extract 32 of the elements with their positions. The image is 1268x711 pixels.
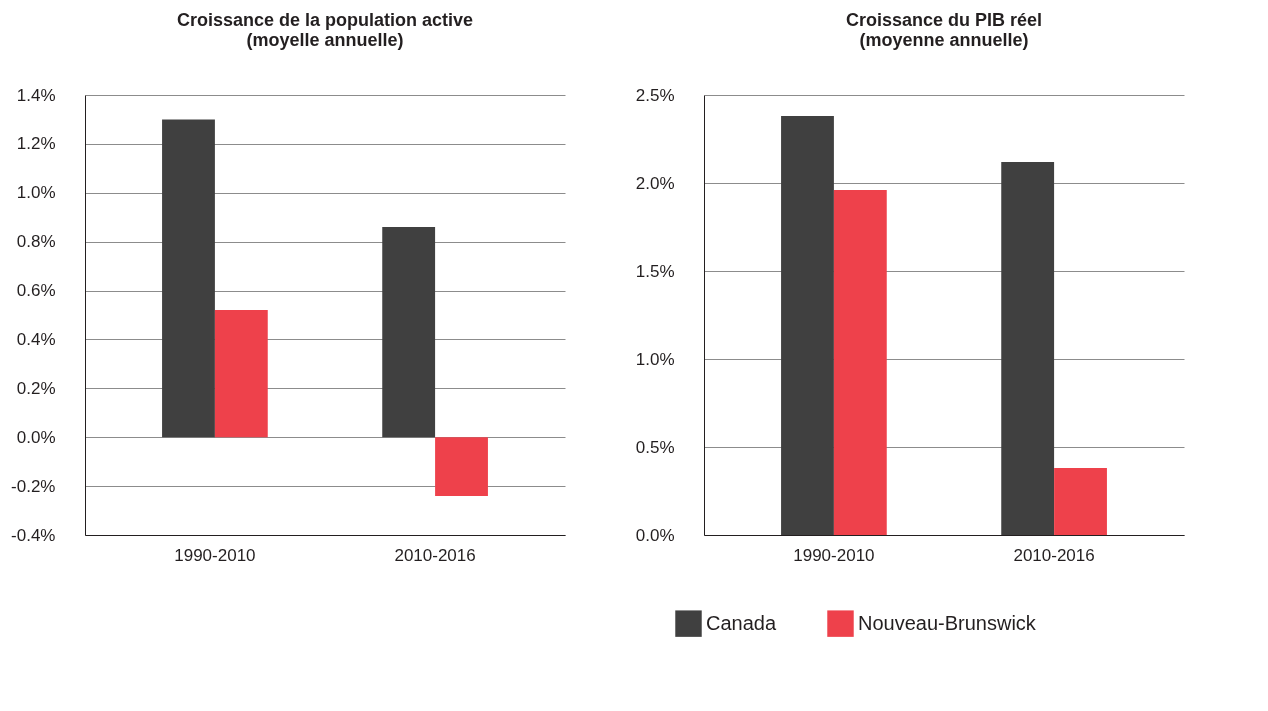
- bar: [214, 310, 268, 438]
- chart-title: Croissance du PIB réel (moyenne annuelle): [845, 10, 1043, 50]
- x-tick-label: 2010-2016: [1013, 545, 1095, 565]
- bar: [435, 437, 488, 496]
- y-tick-label: 1.0%: [16, 183, 56, 203]
- bar: [382, 227, 436, 438]
- y-tick-label: 0.5%: [635, 437, 675, 457]
- chart-title: Croissance de la population active (moyelle annuelle): [176, 10, 474, 50]
- y-tick-label: -0.2%: [11, 476, 56, 496]
- y-tick-label: 0.0%: [16, 427, 56, 447]
- bar: [162, 119, 215, 438]
- x-tick-label: 1990-2010: [793, 545, 875, 565]
- y-tick-label: -0.4%: [11, 525, 56, 545]
- y-tick-label: 1.2%: [16, 134, 56, 154]
- x-tick-label: 1990-2010: [174, 545, 256, 565]
- y-tick-label: 0.2%: [16, 378, 56, 398]
- y-tick-label: 0.4%: [16, 329, 56, 349]
- legend-label: Nouveau-Brunswick: [858, 611, 1037, 634]
- y-tick-label: 0.8%: [16, 232, 56, 252]
- bar: [781, 116, 834, 535]
- bar: [1054, 468, 1107, 535]
- y-tick-label: 1.5%: [635, 261, 675, 281]
- bar: [833, 190, 887, 535]
- y-tick-label: 1.4%: [16, 85, 56, 105]
- legend-label: Canada: [706, 611, 777, 634]
- x-tick-label: 2010-2016: [394, 545, 476, 565]
- bar: [1001, 161, 1055, 535]
- y-tick-label: 2.0%: [635, 173, 675, 193]
- y-tick-label: 1.0%: [635, 349, 675, 369]
- y-tick-label: 0.6%: [16, 281, 56, 301]
- y-tick-label: 2.5%: [635, 85, 675, 105]
- y-tick-label: 0.0%: [635, 525, 675, 545]
